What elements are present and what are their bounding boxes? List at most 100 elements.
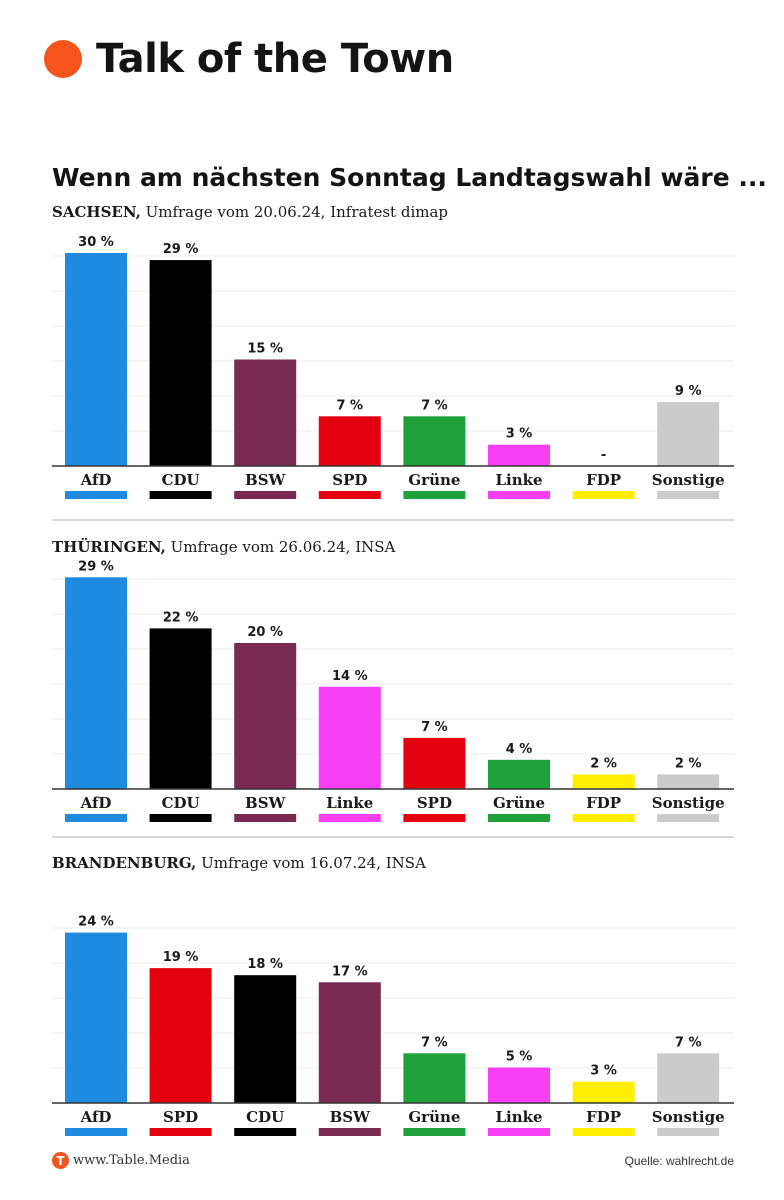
bar-grüne [403, 1053, 466, 1103]
bar-fdp [572, 1081, 635, 1103]
poll-info: Umfrage vom 20.06.24, Infratest dimap [140, 203, 449, 221]
bar-spd [318, 416, 381, 466]
category-label: AfD [80, 471, 112, 489]
data-label: 15 % [247, 342, 283, 357]
legend-swatch-linke [488, 491, 550, 499]
legend-swatch-bsw [318, 1128, 381, 1136]
bar-spd [403, 737, 466, 789]
footer-site-link[interactable]: www.Table.Media [73, 1153, 190, 1168]
legend-swatch-cdu [149, 491, 212, 499]
data-label: 7 % [421, 1035, 448, 1050]
footer-source: Quelle: wahlrecht.de [624, 1154, 734, 1168]
state-label: THÜRINGEN, [52, 538, 166, 556]
bar-afd [65, 932, 127, 1103]
bar-cdu [234, 975, 297, 1103]
bar-fdp [572, 774, 635, 789]
section-divider [52, 836, 734, 838]
legend-swatch-grüne [403, 1128, 466, 1136]
data-label: 4 % [506, 742, 533, 757]
section-divider [52, 519, 734, 521]
data-label: 30 % [78, 235, 114, 250]
footer-brand[interactable]: T www.Table.Media [52, 1152, 190, 1169]
legend-swatch-afd [65, 1128, 127, 1136]
legend-swatch-bsw [234, 814, 297, 822]
bar-grüne [403, 416, 466, 466]
category-label: BSW [330, 1108, 372, 1126]
category-label: CDU [246, 1108, 284, 1126]
data-label: 22 % [163, 610, 199, 625]
category-label: Grüne [493, 794, 545, 812]
bar-spd [149, 968, 212, 1103]
data-label: 17 % [332, 964, 368, 979]
legend-swatch-fdp [572, 814, 635, 822]
poll-info: Umfrage vom 16.07.24, INSA [196, 854, 426, 872]
data-label: 7 % [421, 398, 448, 413]
category-label: SPD [163, 1108, 198, 1126]
legend-swatch-cdu [234, 1128, 297, 1136]
legend-swatch-sonstige [657, 814, 720, 822]
chart-subtitle-brandenburg: BRANDENBURG, Umfrage vom 16.07.24, INSA [52, 854, 426, 872]
category-label: FDP [586, 471, 621, 489]
brand-dot-icon [44, 40, 82, 78]
category-label: SPD [332, 471, 367, 489]
legend-swatch-spd [149, 1128, 212, 1136]
category-label: AfD [80, 1108, 112, 1126]
legend-swatch-bsw [234, 491, 297, 499]
chart-headline: Wenn am nächsten Sonntag Landtagswahl wä… [52, 163, 767, 192]
data-label: 3 % [506, 427, 533, 442]
category-label: BSW [245, 794, 287, 812]
data-label: 20 % [247, 625, 283, 640]
legend-swatch-grüne [403, 491, 466, 499]
legend-swatch-sonstige [657, 1128, 720, 1136]
page-header: Talk of the Town [44, 36, 454, 82]
category-label: Sonstige [652, 794, 725, 812]
data-label: 9 % [675, 384, 702, 399]
poll-info: Umfrage vom 26.06.24, INSA [165, 538, 396, 556]
bar-afd [65, 577, 127, 789]
data-label: 29 % [163, 242, 199, 257]
data-label: 7 % [675, 1035, 702, 1050]
bar-chart-thueringen: 29 % AfD 22 % CDU 20 % BSW 14 % Linke 7 % SPD 4 % G… [52, 559, 734, 822]
bar-linke [318, 686, 381, 789]
category-label: Linke [326, 794, 373, 812]
legend-swatch-grüne [488, 814, 550, 822]
data-label: 2 % [590, 756, 617, 771]
data-label: 24 % [78, 915, 114, 930]
table-media-logo-icon: T [52, 1152, 69, 1169]
bar-grüne [488, 759, 550, 789]
category-label: Grüne [408, 1108, 460, 1126]
data-label: 19 % [163, 950, 199, 965]
bar-bsw [234, 643, 297, 789]
legend-swatch-linke [318, 814, 381, 822]
category-label: FDP [586, 794, 621, 812]
bar-sonstige [657, 402, 720, 466]
legend-swatch-linke [488, 1128, 550, 1136]
legend-swatch-afd [65, 491, 127, 499]
category-label: Sonstige [652, 471, 725, 489]
data-label: 3 % [590, 1064, 617, 1079]
category-label: Linke [495, 471, 542, 489]
data-label: 2 % [675, 756, 702, 771]
bar-bsw [234, 359, 297, 466]
legend-swatch-fdp [572, 1128, 635, 1136]
category-label: CDU [162, 794, 200, 812]
data-label: - [601, 448, 606, 463]
legend-swatch-cdu [149, 814, 212, 822]
category-label: SPD [417, 794, 452, 812]
legend-swatch-afd [65, 814, 127, 822]
bar-bsw [318, 982, 381, 1103]
category-label: BSW [245, 471, 287, 489]
data-label: 5 % [506, 1050, 533, 1065]
data-label: 7 % [336, 398, 363, 413]
bar-linke [488, 444, 550, 466]
chart-subtitle-thueringen: THÜRINGEN, Umfrage vom 26.06.24, INSA [52, 538, 395, 556]
bar-chart-sachsen: 30 % AfD 29 % CDU 15 % BSW 7 % SPD 7 % Grüne 3 % Li… [52, 235, 734, 499]
data-label: 18 % [247, 957, 283, 972]
chart-subtitle-sachsen: SACHSEN, Umfrage vom 20.06.24, Infratest… [52, 203, 448, 221]
state-label: BRANDENBURG, [52, 854, 197, 872]
bar-sonstige [657, 774, 720, 789]
data-label: 14 % [332, 669, 368, 684]
category-label: Linke [495, 1108, 542, 1126]
data-label: 29 % [78, 559, 114, 574]
category-label: Grüne [408, 471, 460, 489]
